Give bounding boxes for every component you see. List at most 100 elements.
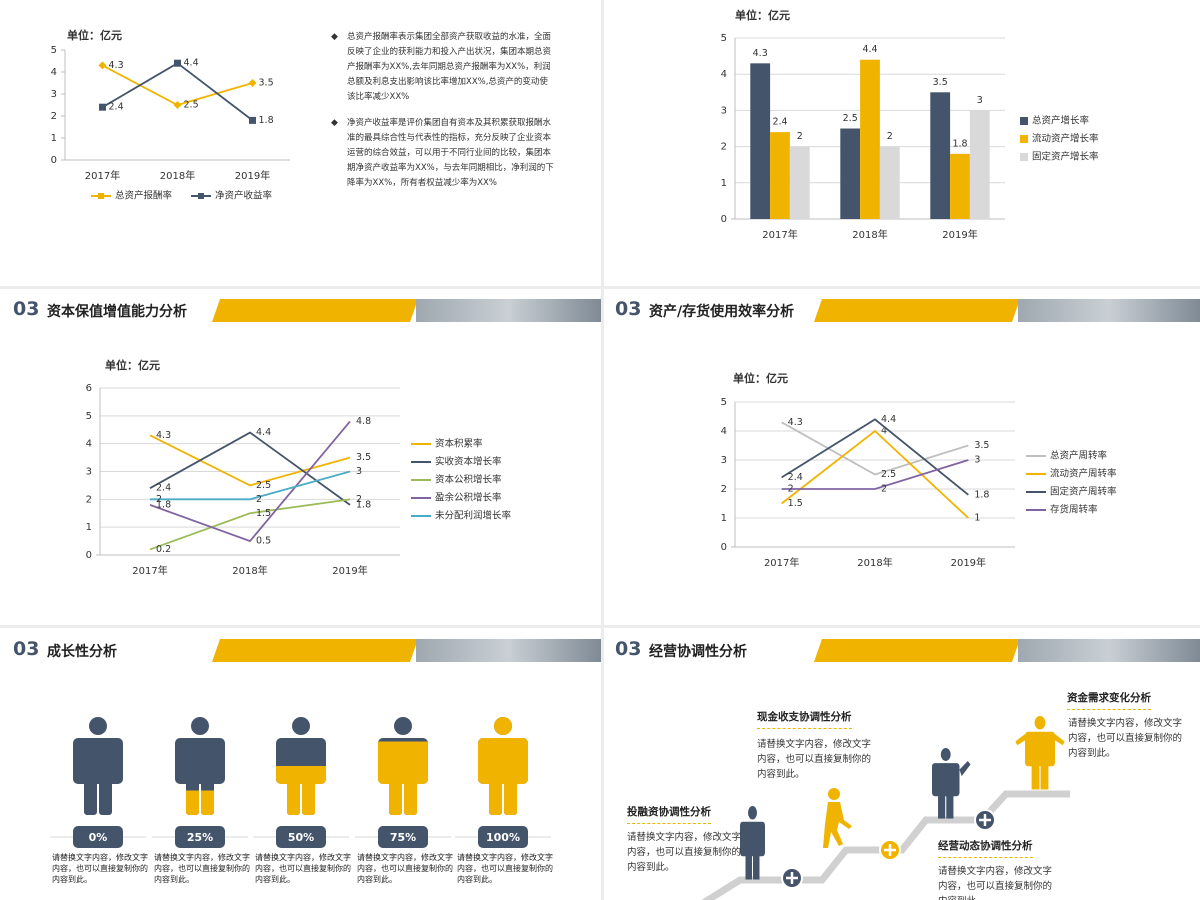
person-icon bbox=[378, 717, 428, 815]
data-label: 3.5 bbox=[356, 452, 371, 463]
y-tick-label: 5 bbox=[721, 33, 727, 44]
caption: 请替换文字内容，修改文字内容，也可以直接复制你的内容到此。 bbox=[457, 853, 553, 884]
data-label: 1.8 bbox=[952, 138, 967, 149]
data-label: 2.5 bbox=[881, 469, 896, 480]
legend-marker bbox=[98, 193, 104, 199]
data-label: 2 bbox=[356, 494, 362, 505]
y-tick-label: 3 bbox=[51, 89, 57, 100]
y-tick-label: 2 bbox=[721, 484, 727, 495]
x-tick-label: 2017年 bbox=[132, 564, 167, 577]
legend-label: 资本公积增长率 bbox=[435, 474, 502, 486]
data-label: 0.5 bbox=[256, 536, 271, 547]
note: 总资产报酬率表示集团全部资产获取收益的水准，全面反映了企业的获利能力和投入产出状… bbox=[331, 30, 555, 105]
data-label: 3 bbox=[977, 95, 983, 106]
y-tick-label: 5 bbox=[51, 45, 57, 56]
data-label: 4.3 bbox=[156, 430, 171, 441]
y-tick-label: 2 bbox=[86, 494, 92, 505]
data-label: 4.4 bbox=[256, 427, 271, 438]
data-label: 3 bbox=[974, 455, 980, 466]
data-label: 2 bbox=[881, 484, 887, 495]
value-label: 25% bbox=[187, 831, 213, 844]
item-text: 请替换文字内容，修改文字内容，也可以直接复制你的内容到此。 bbox=[1068, 718, 1183, 759]
data-label: 2.5 bbox=[256, 480, 271, 491]
data-label: 2.4 bbox=[109, 102, 124, 113]
series-line bbox=[781, 429, 969, 519]
x-tick-label: 2017年 bbox=[85, 169, 120, 182]
item-text: 请替换文字内容，修改文字内容，也可以直接复制你的内容到此。 bbox=[627, 832, 742, 873]
y-tick-label: 6 bbox=[86, 383, 92, 394]
person-fill bbox=[478, 717, 528, 815]
item-title: 现金收支协调性分析 bbox=[757, 709, 852, 729]
point bbox=[174, 59, 181, 67]
series-line bbox=[781, 421, 969, 476]
legend-label: 流动资产增长率 bbox=[1032, 133, 1099, 145]
data-label: 3.5 bbox=[974, 440, 989, 451]
data-label: 4 bbox=[881, 426, 887, 437]
value-label: 75% bbox=[390, 831, 416, 844]
section-number: 03 bbox=[13, 638, 40, 660]
bar bbox=[879, 146, 900, 219]
bar bbox=[789, 146, 810, 219]
y-tick-label: 1 bbox=[51, 133, 57, 144]
value-label: 0% bbox=[89, 831, 108, 844]
bar bbox=[969, 110, 990, 219]
legend-swatch bbox=[1020, 135, 1028, 143]
chart-title: 单位：亿元 bbox=[67, 28, 122, 42]
person-base bbox=[175, 717, 225, 815]
stairs bbox=[701, 716, 1070, 900]
legend-label: 存货周转率 bbox=[1050, 504, 1098, 516]
value-label: 50% bbox=[288, 831, 314, 844]
data-label: 2.4 bbox=[156, 483, 171, 494]
x-tick-label: 2018年 bbox=[232, 564, 267, 577]
data-label: 4.3 bbox=[788, 417, 803, 428]
legend-swatch bbox=[1020, 117, 1028, 125]
label-box bbox=[73, 826, 123, 848]
person-icon bbox=[73, 717, 123, 815]
data-label: 2 bbox=[887, 131, 893, 142]
y-tick-label: 3 bbox=[721, 455, 727, 466]
y-tick-label: 0 bbox=[51, 155, 57, 166]
person-icon bbox=[276, 717, 326, 815]
x-tick-label: 2018年 bbox=[852, 228, 887, 241]
data-label: 0.2 bbox=[156, 544, 171, 555]
item-title: 投融资协调性分析 bbox=[627, 804, 711, 824]
item-text: 请替换文字内容，修改文字内容，也可以直接复制你的内容到此。 bbox=[757, 739, 872, 780]
data-label: 4.4 bbox=[862, 44, 877, 55]
data-label: 3.5 bbox=[259, 78, 274, 89]
series-line bbox=[781, 459, 969, 490]
y-tick-label: 3 bbox=[721, 105, 727, 116]
series-line bbox=[150, 470, 351, 501]
bar bbox=[770, 132, 790, 219]
y-tick-label: 5 bbox=[86, 411, 92, 422]
divider bbox=[0, 286, 1200, 289]
x-tick-label: 2017年 bbox=[764, 556, 799, 569]
label-box bbox=[378, 826, 428, 848]
section-title: 资产/存货使用效率分析 bbox=[649, 304, 795, 320]
series-line bbox=[102, 62, 254, 122]
x-tick-label: 2018年 bbox=[160, 169, 195, 182]
data-label: 4.3 bbox=[753, 48, 768, 59]
legend-label: 总资产周转率 bbox=[1050, 450, 1108, 462]
caption: 请替换文字内容，修改文字内容，也可以直接复制你的内容到此。 bbox=[255, 853, 351, 884]
section-title: 资本保值增值能力分析 bbox=[47, 304, 187, 320]
person-base bbox=[73, 717, 123, 815]
data-label: 1.8 bbox=[356, 499, 371, 510]
caption: 请替换文字内容，修改文字内容，也可以直接复制你的内容到此。 bbox=[154, 853, 250, 884]
bar bbox=[950, 153, 970, 219]
bar bbox=[750, 63, 771, 220]
chart-title: 单位：亿元 bbox=[735, 8, 790, 22]
section-band bbox=[212, 299, 1200, 662]
y-tick-label: 4 bbox=[51, 67, 57, 78]
y-tick-label: 1 bbox=[721, 513, 727, 524]
y-tick-label: 5 bbox=[721, 397, 727, 408]
legend-label: 净资产收益率 bbox=[215, 190, 273, 202]
legend-label: 总资产增长率 bbox=[1032, 115, 1090, 127]
data-label: 2.4 bbox=[772, 117, 787, 128]
person-fill bbox=[378, 741, 428, 815]
legend-label: 未分配利润增长率 bbox=[435, 510, 512, 522]
person-fill bbox=[276, 766, 326, 815]
legend-label: 固定资产增长率 bbox=[1032, 151, 1099, 163]
legend-label: 固定资产周转率 bbox=[1050, 486, 1117, 498]
series-line bbox=[102, 64, 253, 106]
